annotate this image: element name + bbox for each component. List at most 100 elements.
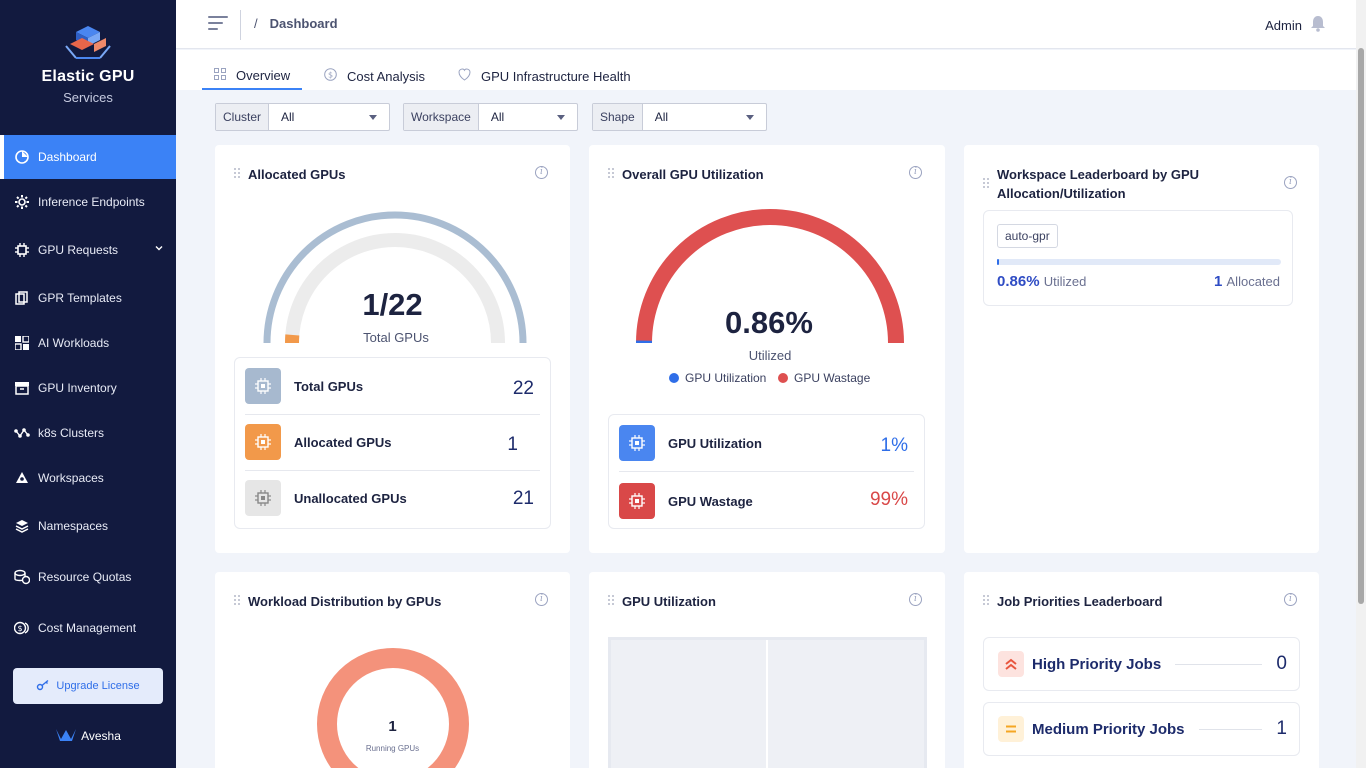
drag-handle-icon[interactable] (234, 168, 240, 180)
sidebar-item-label: Cost Management (38, 621, 137, 635)
brand: Elastic GPU Services (0, 24, 176, 105)
info-icon[interactable]: i (909, 593, 922, 606)
chip-icon (245, 368, 281, 404)
tab-overview[interactable]: Overview (202, 62, 303, 90)
legend-swatch (669, 373, 679, 383)
sidebar: Elastic GPU Services Dashboard Inference… (0, 0, 176, 768)
sidebar-item-label: Workspaces (38, 471, 104, 485)
drag-handle-icon[interactable] (608, 595, 614, 607)
utilization-stats: GPU Utilization 1% GPU Wastage 99% (608, 414, 925, 529)
utilization-gauge (636, 209, 904, 344)
tab-label: Overview (236, 67, 291, 83)
upgrade-license-label: Upgrade License (56, 680, 140, 692)
stat-name: GPU Utilization (668, 435, 762, 451)
gear-icon (14, 194, 30, 210)
utilized-value: 0.86% (997, 273, 1040, 290)
cluster-filter[interactable]: Cluster All (215, 103, 390, 131)
layers-icon (14, 518, 30, 534)
avesha-logo: Avesha (0, 726, 176, 745)
drag-handle-icon[interactable] (234, 595, 240, 607)
allocated-value: 1 (1214, 273, 1223, 290)
sidebar-item-label: Namespaces (38, 519, 109, 533)
leaderboard-entry[interactable]: auto-gpr 0.86% Utilized 1 Allocated (983, 210, 1293, 306)
stat-value: 1 (507, 434, 518, 455)
info-icon[interactable]: i (909, 166, 922, 179)
cluster-filter-label: Cluster (216, 104, 270, 130)
info-icon[interactable]: i (1284, 593, 1297, 606)
allocated-label: Allocated (1226, 274, 1280, 289)
gauge-value: 1/22 (362, 287, 423, 322)
sidebar-item-label: GPU Requests (38, 243, 119, 257)
priority-row-high[interactable]: High Priority Jobs 0 (983, 637, 1300, 691)
money-icon: $ (14, 620, 30, 636)
sidebar-item-inference-endpoints[interactable]: Inference Endpoints (0, 180, 176, 224)
legend-gpu-wastage: GPU Wastage (778, 371, 870, 385)
tab-label: GPU Infrastructure Health (481, 68, 631, 84)
sidebar-item-workspaces[interactable]: Workspaces (0, 456, 176, 500)
archive-icon (14, 380, 30, 396)
overall-utilization-card: Overall GPU Utilization i 0.86% Utilized… (589, 145, 945, 553)
heart-shield-icon (458, 68, 471, 84)
sidebar-item-resource-quotas[interactable]: Resource Quotas (0, 555, 176, 599)
workspace-filter-label: Workspace (404, 104, 479, 130)
double-chevron-up-icon (998, 651, 1024, 677)
sidebar-item-namespaces[interactable]: Namespaces (0, 504, 176, 548)
user-name[interactable]: Admin (1265, 17, 1302, 33)
workspace-leaderboard-card: Workspace Leaderboard by GPU Allocation/… (964, 145, 1319, 553)
dollar-icon: $ (324, 68, 337, 84)
menu-toggle-icon[interactable] (208, 16, 228, 32)
info-icon[interactable]: i (535, 166, 548, 179)
header-divider (240, 10, 241, 40)
sidebar-item-gpu-requests[interactable]: GPU Requests (0, 228, 176, 272)
sidebar-item-label: Dashboard (38, 150, 97, 164)
nodes-icon (14, 425, 30, 441)
sidebar-item-dashboard[interactable]: Dashboard (0, 135, 176, 179)
sidebar-item-label: GPU Inventory (38, 381, 117, 395)
legend-gpu-utilization: GPU Utilization (669, 371, 766, 385)
sidebar-item-cost-management[interactable]: $ Cost Management (0, 606, 176, 650)
drag-handle-icon[interactable] (983, 178, 989, 190)
tab-cost-analysis[interactable]: $ Cost Analysis (324, 62, 425, 90)
bell-icon[interactable] (1310, 15, 1326, 35)
shape-select[interactable]: All (643, 104, 766, 130)
utilization-bar (997, 259, 1281, 265)
page-scrollbar[interactable] (1356, 0, 1366, 768)
sidebar-item-k8s-clusters[interactable]: k8s Clusters (0, 411, 176, 455)
workspace-select[interactable]: All (479, 104, 577, 130)
stat-value: 21 (512, 488, 534, 509)
workspace-tag: auto-gpr (997, 224, 1058, 248)
gauge-value: 0.86% (725, 305, 813, 340)
priority-value: 0 (1276, 653, 1287, 674)
shape-filter[interactable]: Shape All (592, 103, 767, 131)
info-icon[interactable]: i (1284, 176, 1297, 189)
tab-gpu-infrastructure-health[interactable]: GPU Infrastructure Health (458, 62, 631, 90)
svg-text:$: $ (17, 624, 22, 633)
key-icon (36, 679, 50, 694)
job-priorities-card: Job Priorities Leaderboard i High Priori… (964, 572, 1319, 768)
sidebar-item-gpu-inventory[interactable]: GPU Inventory (0, 366, 176, 410)
tab-bar: Overview $ Cost Analysis GPU Infrastruct… (176, 50, 1356, 90)
stat-value: 1% (880, 435, 908, 456)
gpu-utilization-grid (608, 637, 927, 768)
donut-center-caption: Running GPUs (365, 744, 420, 753)
chevron-down-icon[interactable] (154, 242, 164, 256)
svg-text:$: $ (328, 71, 333, 80)
breadcrumb-current[interactable]: Dashboard (269, 16, 338, 31)
legend-swatch (778, 373, 788, 383)
info-icon[interactable]: i (535, 593, 548, 606)
legend-label: GPU Wastage (794, 371, 871, 385)
drag-handle-icon[interactable] (983, 595, 989, 607)
cluster-select[interactable]: All (269, 104, 389, 130)
stat-name: GPU Wastage (668, 493, 753, 509)
upgrade-license-button[interactable]: Upgrade License (13, 668, 163, 704)
workspace-filter[interactable]: Workspace All (403, 103, 578, 131)
gpu-utilization-card: GPU Utilization i (589, 572, 945, 768)
user-menu[interactable]: Admin (1265, 15, 1326, 35)
drag-handle-icon[interactable] (608, 168, 614, 180)
scrollbar-thumb[interactable] (1358, 48, 1364, 604)
stat-name: Unallocated GPUs (294, 490, 407, 506)
sidebar-item-ai-workloads[interactable]: AI Workloads (0, 321, 176, 365)
sidebar-item-gpr-templates[interactable]: GPR Templates (0, 276, 176, 320)
chip-icon (245, 480, 281, 516)
priority-row-medium[interactable]: Medium Priority Jobs 1 (983, 702, 1300, 756)
